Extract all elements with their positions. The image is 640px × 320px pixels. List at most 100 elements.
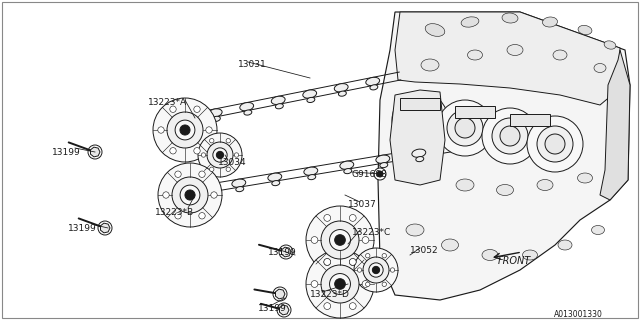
Circle shape [390, 268, 395, 272]
Polygon shape [378, 12, 630, 300]
Circle shape [410, 110, 430, 130]
Circle shape [234, 153, 239, 157]
Ellipse shape [425, 24, 445, 36]
Circle shape [153, 98, 217, 162]
Ellipse shape [366, 77, 380, 86]
Circle shape [163, 192, 169, 198]
Polygon shape [275, 289, 285, 299]
Ellipse shape [416, 156, 424, 162]
Polygon shape [282, 247, 291, 257]
Text: 13223*D: 13223*D [310, 290, 350, 299]
Circle shape [311, 236, 318, 244]
Circle shape [402, 102, 438, 138]
Polygon shape [390, 90, 445, 185]
Ellipse shape [421, 59, 439, 71]
Circle shape [324, 303, 331, 309]
Circle shape [362, 236, 369, 244]
Circle shape [226, 139, 230, 143]
Circle shape [202, 153, 205, 157]
Text: FRONT: FRONT [498, 256, 531, 266]
Ellipse shape [268, 173, 282, 181]
Ellipse shape [412, 149, 426, 157]
Circle shape [207, 142, 233, 168]
Circle shape [175, 120, 195, 140]
Circle shape [455, 118, 475, 138]
Circle shape [374, 168, 386, 180]
Circle shape [194, 106, 200, 112]
Text: A013001330: A013001330 [554, 310, 603, 319]
Ellipse shape [507, 44, 523, 55]
Circle shape [349, 214, 356, 221]
Polygon shape [600, 50, 630, 200]
Circle shape [365, 253, 370, 258]
Ellipse shape [537, 180, 553, 190]
Circle shape [354, 248, 398, 292]
Ellipse shape [467, 50, 483, 60]
Circle shape [545, 134, 565, 154]
Circle shape [321, 221, 359, 259]
Ellipse shape [558, 240, 572, 250]
Text: G91608: G91608 [352, 170, 388, 179]
Circle shape [335, 279, 346, 289]
Text: 13199: 13199 [258, 304, 287, 313]
Ellipse shape [236, 187, 244, 192]
Circle shape [199, 212, 205, 219]
Ellipse shape [380, 163, 388, 168]
Circle shape [211, 192, 217, 198]
Ellipse shape [415, 168, 435, 182]
Circle shape [382, 253, 387, 258]
Ellipse shape [232, 179, 246, 187]
Circle shape [362, 281, 369, 287]
Circle shape [324, 214, 331, 221]
Ellipse shape [272, 180, 280, 186]
Circle shape [180, 125, 190, 135]
Ellipse shape [340, 161, 354, 169]
Text: 13031: 13031 [238, 60, 267, 69]
Circle shape [198, 133, 242, 177]
Circle shape [372, 266, 380, 274]
Ellipse shape [577, 173, 593, 183]
Ellipse shape [594, 63, 606, 73]
Circle shape [377, 171, 383, 177]
Ellipse shape [212, 116, 220, 121]
Circle shape [185, 190, 195, 200]
Bar [455, 106, 495, 118]
Circle shape [437, 100, 493, 156]
Circle shape [365, 282, 370, 286]
Circle shape [216, 151, 223, 159]
Circle shape [199, 171, 205, 177]
Circle shape [324, 259, 331, 265]
Ellipse shape [442, 239, 458, 251]
Circle shape [172, 177, 208, 213]
Ellipse shape [271, 96, 285, 105]
Ellipse shape [543, 17, 557, 27]
Circle shape [447, 110, 483, 146]
Circle shape [209, 167, 214, 172]
Circle shape [213, 148, 227, 162]
Ellipse shape [502, 13, 518, 23]
Circle shape [306, 250, 374, 318]
Text: 13199: 13199 [68, 224, 97, 233]
Circle shape [311, 281, 318, 287]
Circle shape [537, 126, 573, 162]
Ellipse shape [304, 167, 317, 175]
Circle shape [324, 259, 331, 266]
Ellipse shape [370, 85, 378, 90]
Circle shape [158, 163, 222, 227]
Circle shape [492, 118, 528, 154]
Ellipse shape [456, 179, 474, 191]
Circle shape [527, 116, 583, 172]
Ellipse shape [307, 97, 315, 102]
Ellipse shape [604, 41, 616, 49]
Ellipse shape [240, 102, 253, 111]
Circle shape [369, 263, 383, 277]
Circle shape [170, 148, 176, 154]
Circle shape [226, 167, 230, 172]
Circle shape [209, 139, 214, 143]
Bar [510, 114, 550, 126]
Circle shape [330, 274, 351, 294]
Ellipse shape [591, 226, 605, 235]
Circle shape [349, 259, 356, 266]
Text: 13034: 13034 [218, 158, 246, 167]
Ellipse shape [208, 109, 222, 117]
